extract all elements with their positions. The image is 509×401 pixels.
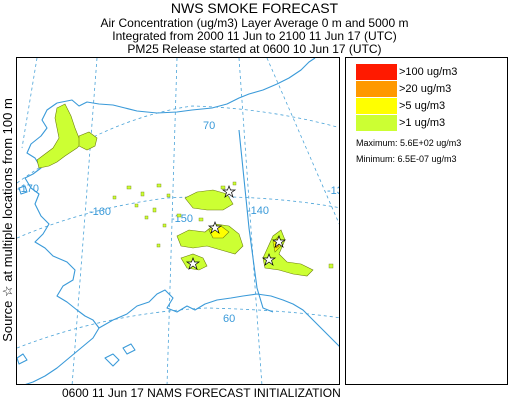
alaska-map: -170 -160 -150 -140 -130 70 60 [17,58,340,384]
star-icon [261,253,277,266]
lon-160-label: -160 [89,206,111,218]
coast-west [24,102,100,384]
grid-line [266,58,339,225]
star-icon [207,221,223,234]
lat-70-label: 70 [203,120,215,132]
grid-line [17,196,339,239]
legend-item-20: >20 ug/m3 [356,81,451,97]
plume-specks [112,181,334,269]
legend-label: >20 ug/m3 [399,83,452,95]
forecast-initialization: 0600 11 Jun 17 NAMS FORECAST INITIALIZAT… [62,386,341,400]
source-markers [185,185,287,270]
concentration-description: Air Concentration (ug/m3) Layer Average … [100,16,409,30]
legend-panel: >100 ug/m3 >20 ug/m3 >5 ug/m3 >1 ug/m3 M… [345,57,508,385]
plume-central-1 [184,189,234,211]
grid-line [238,58,263,384]
grid-line [21,58,38,149]
legend-label: >100 ug/m3 [399,66,458,78]
lon-140-label: -140 [247,205,269,217]
legend-item-100: >100 ug/m3 [356,64,457,80]
legend-swatch [356,98,397,114]
grid-line [71,58,98,384]
forecast-title: NWS SMOKE FORECAST [170,0,339,16]
coast-islands [17,185,136,367]
grid-line [166,58,178,384]
legend-swatch [356,81,397,97]
legend-item-1: >1 ug/m3 [356,115,445,131]
legend-swatch [356,115,397,131]
lat-60-label: 60 [223,313,235,325]
legend-item-5: >5 ug/m3 [356,98,445,114]
release-start: PM25 Release started at 0600 10 Jun 17 (… [127,42,382,56]
coastline [17,58,339,384]
smoke-plumes [36,103,334,277]
canada-border [238,129,274,313]
coast-north [56,58,316,114]
legend-label: >5 ug/m3 [399,100,446,112]
star-icon [271,235,287,248]
grid-line [17,307,339,349]
legend-label: >1 ug/m3 [399,117,446,129]
plume-northwest-2 [78,131,98,151]
lon-130-label: -130 [327,185,340,197]
minimum-value: Minimum: 6.5E-07 ug/m3 [356,154,457,164]
map-panel: -170 -160 -150 -140 -130 70 60 [16,57,340,385]
maximum-value: Maximum: 5.6E+02 ug/m3 [356,138,462,148]
plume-central-2 [176,223,244,255]
plume-east [262,229,314,277]
graticule [17,58,339,384]
legend-swatch [356,64,397,80]
lon-150-label: -150 [171,213,193,225]
integration-period: Integrated from 2000 11 Jun to 2100 11 J… [112,29,397,43]
coast-south [98,289,339,347]
grid-labels: -170 -160 -150 -140 -130 70 60 [17,120,340,325]
lon-170-label: -170 [17,183,39,195]
star-icon [185,257,201,270]
plume-northwest [36,103,84,169]
source-location-label: Source ☆ at multiple locations from 100 … [0,98,15,342]
star-icon [221,185,237,198]
